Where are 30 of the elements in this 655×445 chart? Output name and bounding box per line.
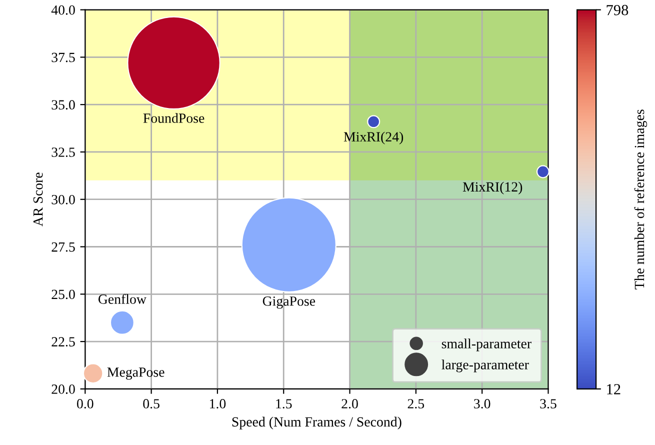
x-tick-label: 2.0 [342, 399, 358, 408]
y-tick-label: 20.0 [52, 384, 75, 394]
color-bar-label: 798 [606, 4, 628, 16]
y-tick-label: 30.0 [52, 194, 75, 204]
series-label: GigaPose [262, 296, 316, 309]
y-tick-label: 37.5 [52, 52, 75, 62]
x-tick-label: 0.0 [77, 399, 94, 408]
legend-label: large-parameter [442, 360, 529, 372]
x-tick-label: 2.5 [408, 399, 424, 408]
x-tick-label: 1.0 [210, 399, 226, 408]
x-tick-label: 3.0 [474, 399, 490, 408]
color-bar-label: 12 [607, 384, 620, 394]
legend-label: small-parameter [442, 338, 532, 352]
x-tick-label: 3.5 [540, 399, 556, 408]
series-label: FoundPose [143, 113, 204, 123]
y-tick-label: 27.5 [52, 242, 75, 252]
y-tick-label: 25.0 [52, 290, 75, 300]
x-tick-label: 0.5 [143, 399, 160, 408]
x-axis-title: Speed (Num Frames / Second) [232, 416, 402, 430]
y-tick-label: 35.0 [52, 100, 75, 110]
y-tick-label: 40.0 [51, 5, 75, 15]
y-axis-title: AR Score [33, 172, 43, 226]
series-label: MixRI(12) [462, 182, 522, 194]
y-tick-label: 32.5 [52, 148, 75, 157]
color-bar-title: The number of reference images [634, 110, 648, 290]
series-label: MixRI(24) [344, 132, 404, 144]
series-label: MegaPose [107, 368, 164, 380]
y-tick-label: 22.5 [52, 337, 75, 347]
series-label: Genflow [98, 294, 146, 304]
x-tick-label: 1.5 [276, 399, 292, 408]
